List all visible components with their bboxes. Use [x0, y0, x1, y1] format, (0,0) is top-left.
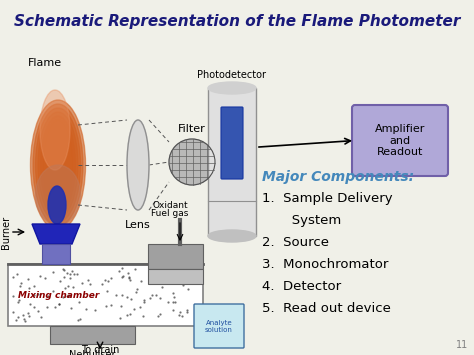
Ellipse shape: [36, 108, 81, 222]
Text: Flame: Flame: [28, 58, 62, 68]
Ellipse shape: [43, 120, 73, 210]
FancyBboxPatch shape: [194, 304, 244, 348]
Text: Lens: Lens: [125, 220, 151, 230]
Text: 2.  Source: 2. Source: [262, 236, 329, 249]
FancyBboxPatch shape: [221, 107, 243, 179]
Text: 1.  Sample Delivery: 1. Sample Delivery: [262, 192, 392, 205]
Polygon shape: [32, 224, 80, 244]
Bar: [8, 264, 203, 326]
Bar: [148, 269, 203, 284]
Text: Mixing chamber: Mixing chamber: [18, 290, 100, 300]
Ellipse shape: [48, 186, 66, 224]
Circle shape: [169, 139, 215, 185]
Text: To drain: To drain: [81, 345, 119, 355]
Bar: [208, 88, 256, 236]
Ellipse shape: [40, 116, 75, 214]
Text: Amplifier
and
Readout: Amplifier and Readout: [375, 124, 425, 157]
Text: Fuel gas: Fuel gas: [151, 209, 189, 218]
FancyBboxPatch shape: [352, 105, 448, 176]
Bar: [42, 244, 70, 264]
Ellipse shape: [36, 165, 81, 225]
Text: Burner: Burner: [1, 215, 11, 248]
Text: 5.  Read out device: 5. Read out device: [262, 302, 391, 315]
Ellipse shape: [127, 120, 149, 210]
Ellipse shape: [38, 112, 78, 218]
Text: Analyte
solution: Analyte solution: [205, 320, 233, 333]
Text: Nebuliser: Nebuliser: [69, 350, 116, 355]
Text: 4.  Detector: 4. Detector: [262, 280, 341, 293]
Ellipse shape: [40, 90, 70, 170]
Bar: [50, 326, 135, 344]
Text: Major Components:: Major Components:: [262, 170, 414, 184]
Text: Photodetector: Photodetector: [198, 70, 266, 80]
Bar: [148, 244, 203, 269]
Text: Schematic Representation of the Flame Photometer: Schematic Representation of the Flame Ph…: [14, 14, 460, 29]
Ellipse shape: [208, 230, 256, 242]
Text: 11: 11: [456, 340, 468, 350]
Text: Filter: Filter: [178, 124, 206, 134]
Ellipse shape: [208, 82, 256, 94]
Text: Oxidant: Oxidant: [152, 201, 188, 210]
Ellipse shape: [33, 104, 83, 226]
Text: System: System: [262, 214, 341, 227]
Text: 3.  Monochromator: 3. Monochromator: [262, 258, 388, 271]
Ellipse shape: [30, 100, 85, 230]
